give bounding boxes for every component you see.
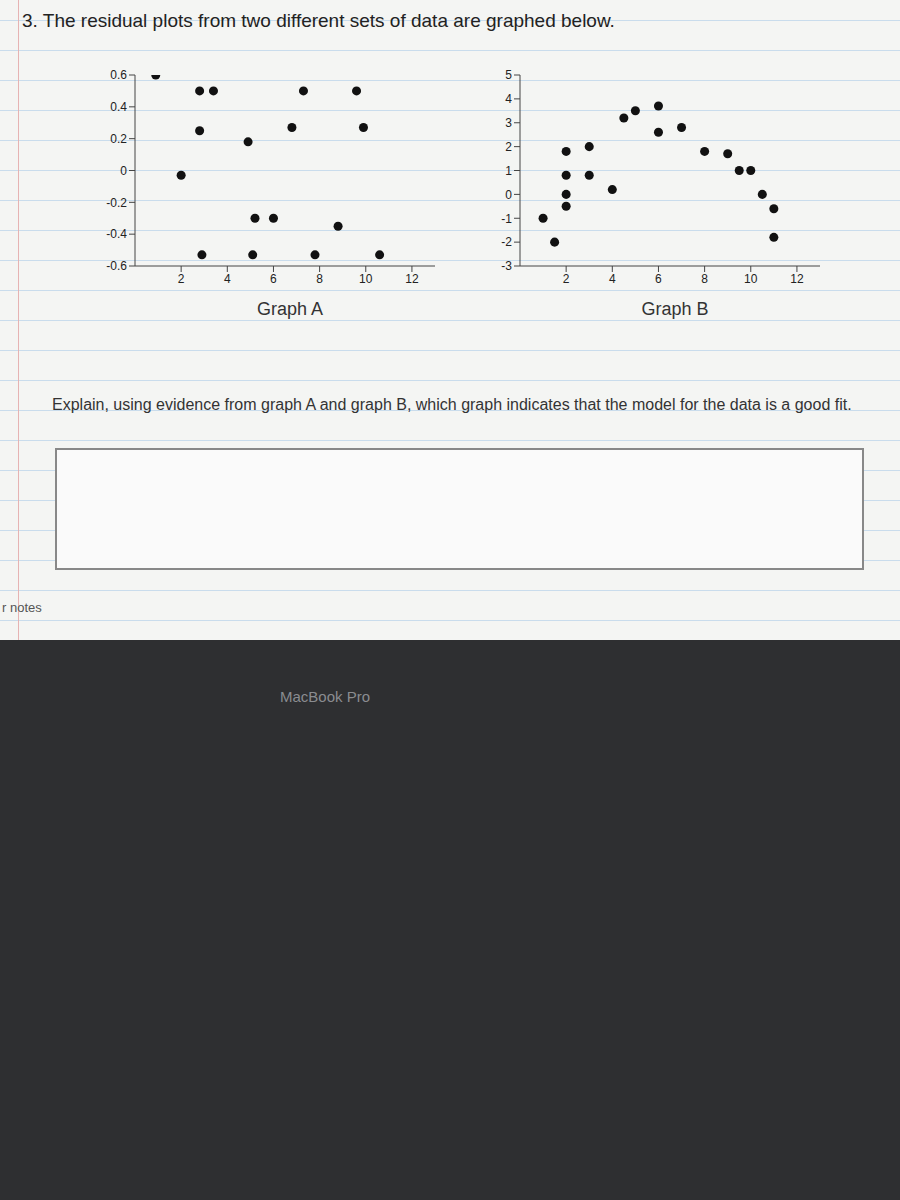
svg-text:0.4: 0.4 xyxy=(110,100,127,114)
svg-text:10: 10 xyxy=(744,272,758,286)
svg-text:2: 2 xyxy=(178,272,185,286)
svg-text:-2: -2 xyxy=(501,235,512,249)
html-text:Graph A: Graph A xyxy=(257,299,323,319)
svg-text:10: 10 xyxy=(359,272,373,286)
svg-text:4: 4 xyxy=(609,272,616,286)
svg-text:12: 12 xyxy=(405,272,419,286)
svg-text:4: 4 xyxy=(505,92,512,106)
svg-text:8: 8 xyxy=(701,272,708,286)
svg-text:-0.4: -0.4 xyxy=(106,227,127,241)
svg-text:3: 3 xyxy=(505,116,512,130)
svg-text:0.2: 0.2 xyxy=(110,132,127,146)
svg-text:4: 4 xyxy=(224,272,231,286)
svg-text:6: 6 xyxy=(655,272,662,286)
html-text:Graph B: Graph B xyxy=(641,299,709,319)
html-text:MacBook Pro: MacBook Pro xyxy=(280,688,370,705)
svg-text:-1: -1 xyxy=(501,212,512,226)
svg-text:6: 6 xyxy=(270,272,277,286)
svg-text:5: 5 xyxy=(505,68,512,82)
svg-text:-0.2: -0.2 xyxy=(106,196,127,210)
svg-text:0: 0 xyxy=(120,164,127,178)
svg-text:0.6: 0.6 xyxy=(110,68,127,82)
svg-text:1: 1 xyxy=(505,164,512,178)
svg-text:0: 0 xyxy=(505,188,512,202)
svg-text:-3: -3 xyxy=(501,259,512,273)
html-text:r notes: r notes xyxy=(2,600,42,615)
html-text:Explain, using evidence from g: Explain, using evidence from graph A and… xyxy=(52,396,852,413)
svg-text:-0.6: -0.6 xyxy=(106,259,127,273)
svg-text:8: 8 xyxy=(316,272,323,286)
svg-text:2: 2 xyxy=(505,140,512,154)
html-text:3. The residual plots from two: 3. The residual plots from two different… xyxy=(22,10,615,31)
svg-text:2: 2 xyxy=(563,272,570,286)
svg-text:12: 12 xyxy=(790,272,804,286)
